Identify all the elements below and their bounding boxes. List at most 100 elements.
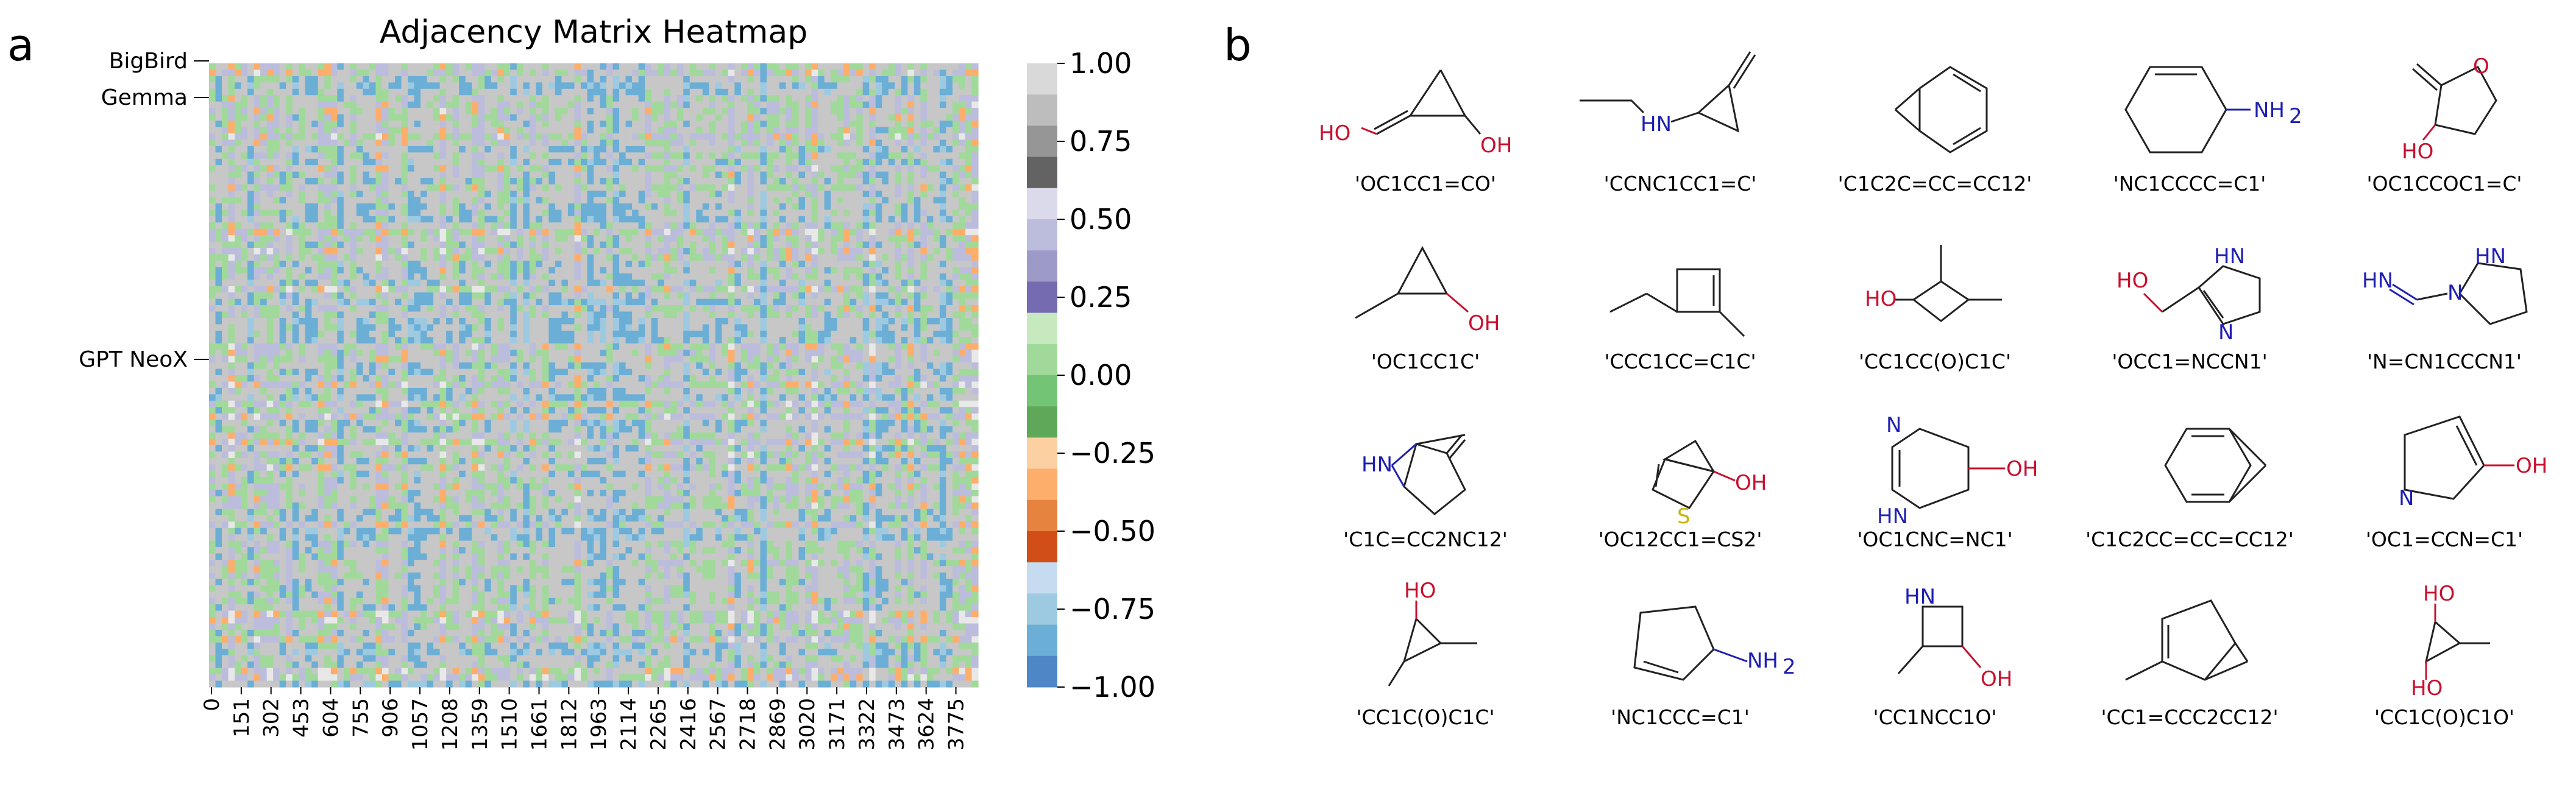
heatmap-cell xyxy=(484,203,492,210)
heatmap-cell xyxy=(427,203,434,210)
heatmap-cell xyxy=(260,184,268,191)
heatmap-cell xyxy=(676,317,684,325)
heatmap-cell xyxy=(510,82,517,90)
heatmap-cell xyxy=(241,292,248,300)
heatmap-cell xyxy=(689,210,697,217)
heatmap-cell xyxy=(907,203,915,210)
heatmap-cell xyxy=(330,76,338,83)
heatmap-cell xyxy=(266,216,274,223)
heatmap-cell xyxy=(645,241,652,249)
heatmap-cell xyxy=(792,260,800,267)
heatmap-cell xyxy=(388,152,396,160)
heatmap-cell xyxy=(427,311,434,319)
heatmap-cell xyxy=(811,210,818,217)
heatmap-cell xyxy=(882,121,889,128)
heatmap-cell xyxy=(587,101,594,108)
heatmap-cell xyxy=(222,317,229,325)
heatmap-cell xyxy=(895,317,902,325)
heatmap-cell xyxy=(311,286,319,293)
heatmap-cell xyxy=(734,298,742,306)
heatmap-cell xyxy=(446,280,453,287)
heatmap-cell xyxy=(266,95,274,102)
heatmap-cell xyxy=(740,190,748,198)
heatmap-cell xyxy=(330,184,338,191)
heatmap-cell xyxy=(484,69,492,77)
heatmap-cell xyxy=(548,216,556,223)
heatmap-cell xyxy=(356,222,363,230)
heatmap-cell xyxy=(350,222,357,230)
heatmap-cell xyxy=(612,292,620,300)
heatmap-cell xyxy=(920,146,928,153)
heatmap-cell xyxy=(408,298,415,306)
heatmap-cell xyxy=(722,76,729,83)
heatmap-cell xyxy=(766,203,774,210)
heatmap-cell xyxy=(318,190,325,198)
heatmap-cell xyxy=(484,152,492,160)
heatmap-cell xyxy=(337,235,344,242)
heatmap-cell xyxy=(824,197,831,204)
heatmap-cell xyxy=(676,203,684,210)
heatmap-cell xyxy=(625,101,633,108)
heatmap-cell xyxy=(292,114,299,121)
heatmap-cell xyxy=(805,76,812,83)
heatmap-cell xyxy=(696,101,703,108)
heatmap-cell xyxy=(472,197,479,204)
heatmap-cell xyxy=(831,146,838,153)
heatmap-cell xyxy=(292,228,299,236)
heatmap-cell xyxy=(343,305,350,312)
heatmap-cell xyxy=(369,165,377,172)
heatmap-cell xyxy=(580,133,588,140)
heatmap-cell xyxy=(766,241,774,249)
heatmap-cell xyxy=(670,139,678,147)
heatmap-cell xyxy=(843,133,851,140)
heatmap-cell xyxy=(689,127,697,134)
heatmap-cell xyxy=(222,158,229,166)
heatmap-cell xyxy=(408,133,415,140)
heatmap-cell xyxy=(420,292,428,300)
heatmap-cell xyxy=(882,101,889,108)
heatmap-cell xyxy=(305,76,312,83)
heatmap-cell xyxy=(760,273,767,280)
heatmap-cell xyxy=(619,324,626,331)
heatmap-cell xyxy=(907,260,915,267)
heatmap-cell xyxy=(350,311,357,319)
heatmap-cell xyxy=(843,311,851,319)
heatmap-cell xyxy=(658,292,665,300)
heatmap-cell xyxy=(709,197,716,204)
heatmap-cell xyxy=(920,241,928,249)
heatmap-cell xyxy=(375,63,383,71)
heatmap-cell xyxy=(305,260,312,267)
heatmap-cell xyxy=(676,273,684,280)
heatmap-cell xyxy=(882,171,889,178)
heatmap-cell xyxy=(523,165,530,172)
heatmap-cell xyxy=(459,101,466,108)
heatmap-cell xyxy=(773,95,780,102)
heatmap-cell xyxy=(933,248,940,255)
heatmap-cell xyxy=(350,197,357,204)
heatmap-cell xyxy=(459,133,466,140)
heatmap-cell xyxy=(933,101,940,108)
heatmap-cell xyxy=(728,133,735,140)
heatmap-cell xyxy=(228,311,235,319)
heatmap-cell xyxy=(388,114,396,121)
heatmap-cell xyxy=(971,311,979,319)
heatmap-cell xyxy=(254,280,261,287)
heatmap-cell xyxy=(215,95,222,102)
heatmap-cell xyxy=(497,248,505,255)
heatmap-cell xyxy=(478,108,485,115)
heatmap-cell xyxy=(427,121,434,128)
heatmap-cell xyxy=(215,203,222,210)
heatmap-cell xyxy=(446,127,453,134)
heatmap-cell xyxy=(529,228,536,236)
heatmap-cell xyxy=(439,197,447,204)
heatmap-cell xyxy=(209,76,216,83)
heatmap-cell xyxy=(536,235,543,242)
heatmap-cell xyxy=(241,228,248,236)
heatmap-cell xyxy=(869,248,876,255)
heatmap-cell xyxy=(260,241,268,249)
heatmap-cell xyxy=(715,317,722,325)
heatmap-cell xyxy=(760,63,767,71)
heatmap-cell xyxy=(869,280,876,287)
heatmap-cell xyxy=(555,108,562,115)
heatmap-cell xyxy=(305,305,312,312)
